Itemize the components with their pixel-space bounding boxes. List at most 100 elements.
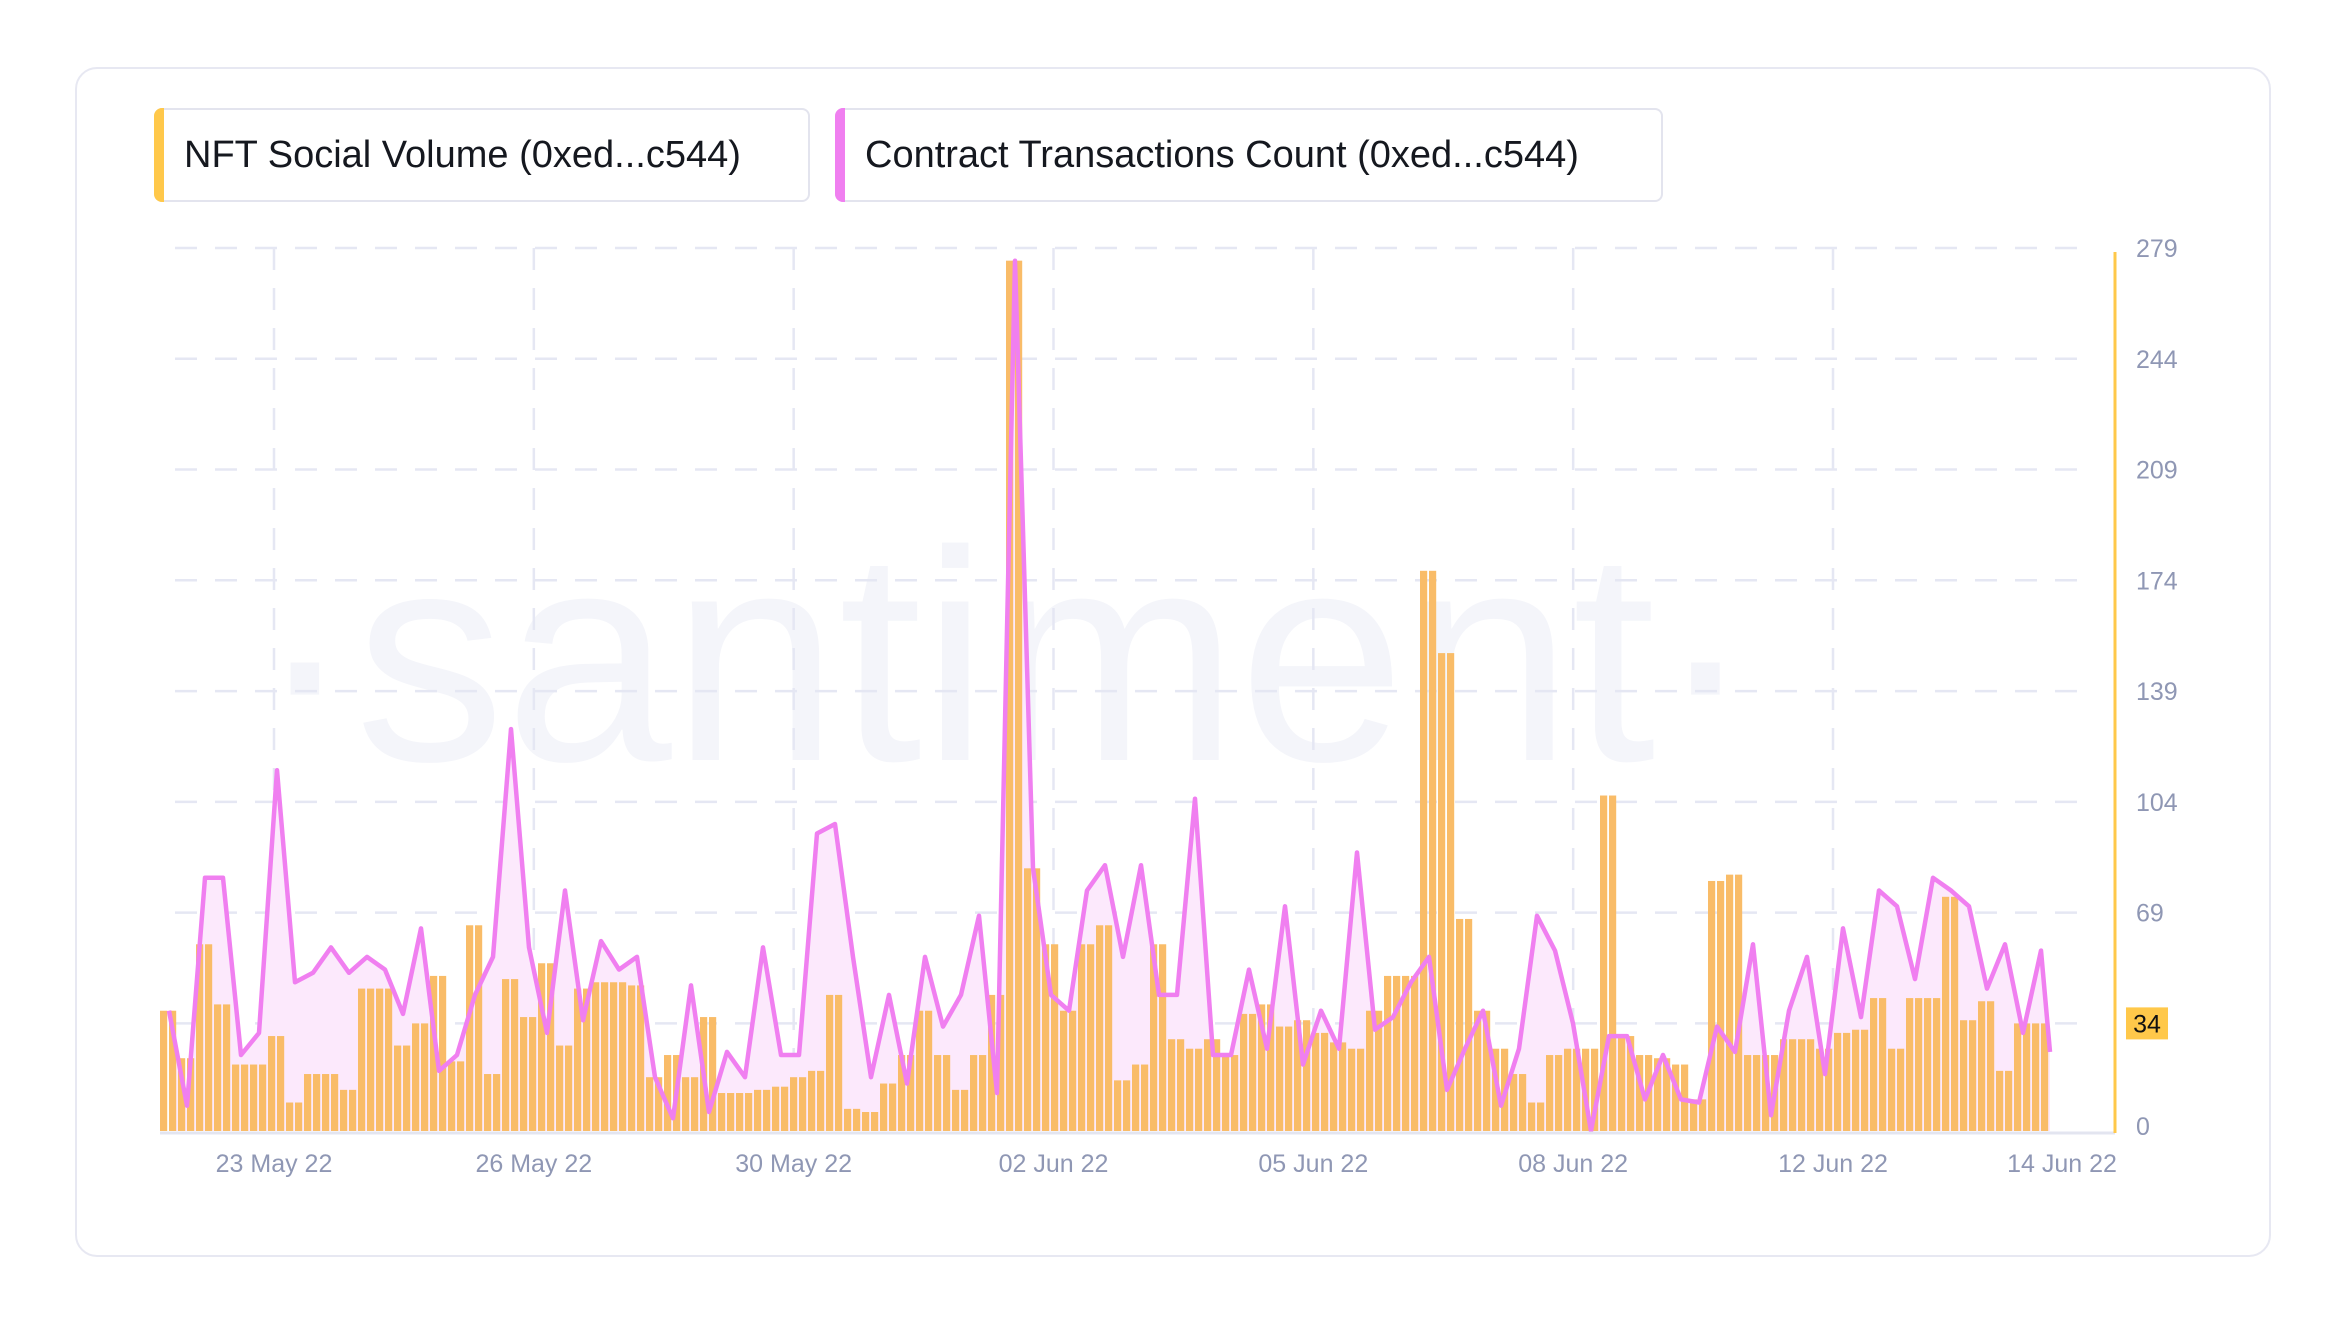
bar — [1780, 1039, 1788, 1131]
bar — [304, 1074, 312, 1131]
bar — [1762, 1055, 1770, 1131]
legend-item-nft-social-volume[interactable]: NFT Social Volume (0xed...c544) — [154, 108, 810, 202]
bar — [241, 1064, 249, 1131]
bar — [1393, 975, 1401, 1131]
bar — [502, 979, 510, 1131]
bar — [1564, 1048, 1572, 1131]
bar — [592, 982, 600, 1131]
bar — [232, 1064, 240, 1131]
transactions-line — [166, 258, 2053, 1134]
bar — [1510, 1074, 1518, 1131]
bar — [619, 982, 627, 1131]
bar — [754, 1089, 762, 1131]
bar — [565, 1045, 573, 1131]
bar — [1159, 944, 1167, 1131]
bar — [961, 1089, 969, 1131]
bar — [160, 1010, 168, 1131]
bar — [340, 1089, 348, 1131]
bar — [790, 1077, 798, 1131]
legend-label: NFT Social Volume (0xed...c544) — [184, 133, 741, 176]
bar — [628, 985, 636, 1131]
bar — [358, 988, 366, 1131]
bar — [1888, 1048, 1896, 1131]
bar — [1105, 925, 1113, 1131]
bar — [1528, 1102, 1536, 1131]
bar — [1879, 998, 1887, 1131]
legend-item-contract-transactions-count[interactable]: Contract Transactions Count (0xed...c544… — [835, 108, 1663, 202]
bar — [1654, 1058, 1662, 1131]
bar — [2041, 1023, 2049, 1131]
bar — [1123, 1080, 1131, 1131]
bar — [1546, 1055, 1554, 1131]
bar — [925, 1010, 933, 1131]
bar — [1699, 1099, 1707, 1131]
bar — [1438, 653, 1446, 1131]
bar — [637, 985, 645, 1131]
bar — [1573, 1048, 1581, 1131]
bar — [331, 1074, 339, 1131]
bar — [1033, 868, 1041, 1131]
bar — [880, 1083, 888, 1131]
bar — [322, 1074, 330, 1131]
legend-label: Contract Transactions Count (0xed...c544… — [865, 133, 1579, 176]
bar — [196, 944, 204, 1131]
bar — [493, 1074, 501, 1131]
bar — [1051, 944, 1059, 1131]
bar — [655, 1077, 663, 1131]
bar — [1222, 1055, 1230, 1131]
bar — [1942, 896, 1950, 1131]
bar — [1825, 1048, 1833, 1131]
bar — [1852, 1029, 1860, 1131]
bar — [205, 944, 213, 1131]
y-tick-label: 209 — [2136, 457, 2178, 485]
bar — [745, 1093, 753, 1131]
bar — [1420, 570, 1428, 1131]
bar — [1258, 1004, 1266, 1131]
last-value-badge-text: 34 — [2133, 1010, 2161, 1038]
y-tick-label: 244 — [2136, 346, 2178, 374]
y-tick-label: 174 — [2136, 567, 2178, 595]
y-tick-label: 69 — [2136, 900, 2164, 928]
x-tick-label: 12 Jun 22 — [1778, 1150, 1888, 1178]
bar — [853, 1108, 861, 1131]
bar — [1249, 1013, 1257, 1131]
bar — [1060, 1010, 1068, 1131]
y-tick-label: 0 — [2136, 1113, 2150, 1141]
bar — [1915, 998, 1923, 1131]
bar — [1843, 1032, 1851, 1131]
bar — [1177, 1039, 1185, 1131]
bar — [601, 982, 609, 1131]
bar — [1663, 1058, 1671, 1131]
bar — [1015, 260, 1023, 1131]
bar — [1402, 975, 1410, 1131]
bar — [556, 1045, 564, 1131]
bar — [1987, 1001, 1995, 1131]
bar — [979, 1055, 987, 1131]
bar — [277, 1036, 285, 1131]
bar — [1636, 1055, 1644, 1131]
bar — [2005, 1070, 2013, 1131]
bar — [1294, 1020, 1302, 1131]
bar — [907, 1055, 915, 1131]
bar — [484, 1074, 492, 1131]
bar — [430, 975, 438, 1131]
bar — [1591, 1048, 1599, 1131]
bar — [610, 982, 618, 1131]
bar — [1213, 1039, 1221, 1131]
x-tick-label: 30 May 22 — [735, 1150, 852, 1178]
bar — [1024, 868, 1032, 1131]
bar — [1861, 1029, 1869, 1131]
bar — [1321, 1032, 1329, 1131]
bar — [1960, 1020, 1968, 1131]
bar — [466, 925, 474, 1131]
bar — [1492, 1048, 1500, 1131]
bar — [835, 994, 843, 1131]
bar — [457, 1061, 465, 1131]
bar — [664, 1055, 672, 1131]
bar — [223, 1004, 231, 1131]
bar — [1978, 1001, 1986, 1131]
bar — [1303, 1020, 1311, 1131]
bar — [178, 1058, 186, 1131]
bar — [1618, 1036, 1626, 1131]
